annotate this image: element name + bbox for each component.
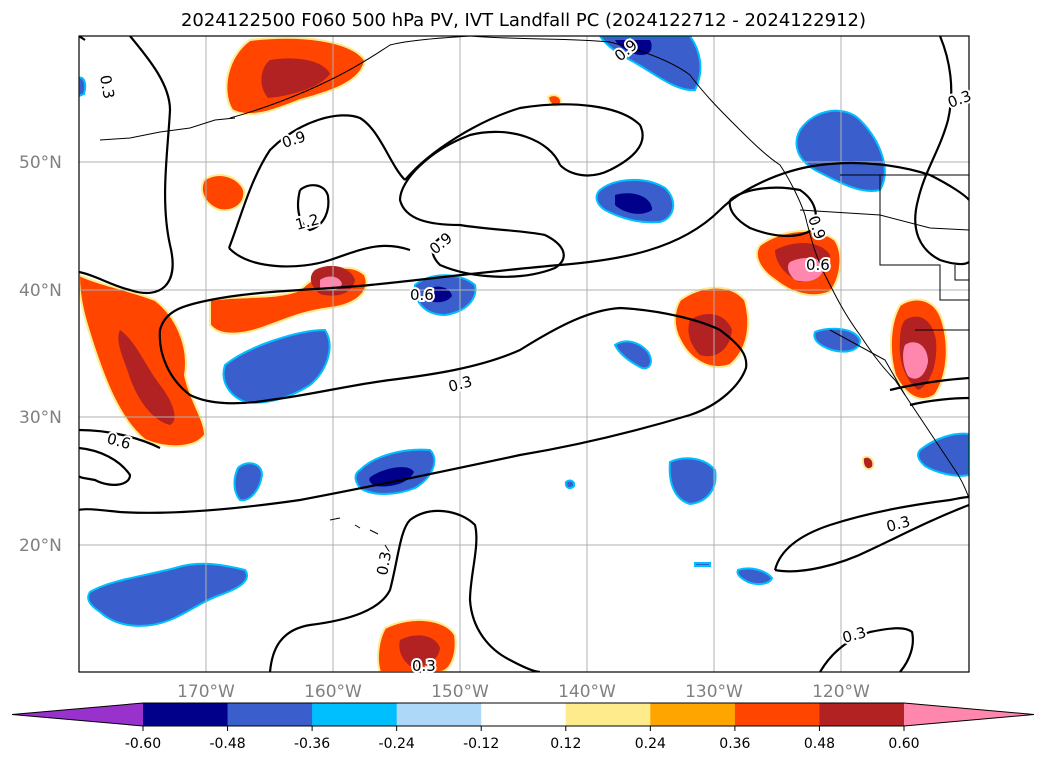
lon-label-130w: 130°W: [685, 682, 743, 702]
colorbar-tick-label: 0.24: [635, 736, 666, 752]
colorbar-segment: [565, 703, 651, 726]
colorbar-tick-label: 0.48: [804, 736, 835, 752]
map-frame: [78, 35, 970, 673]
pv-contours: [79, 36, 969, 672]
colorbar-tick-label: -0.24: [379, 736, 415, 752]
map-title: 2024122500 F060 500 hPa PV, IVT Landfall…: [180, 10, 867, 31]
colorbar-extend-high: [904, 703, 1034, 726]
lon-label-140w: 140°W: [558, 682, 616, 702]
colorbar-segment: [819, 703, 905, 726]
colorbar-tick-label: 0.36: [719, 736, 750, 752]
lat-label-50n: 50°N: [19, 153, 62, 173]
contour-label: 0.6: [806, 256, 830, 274]
colorbar-segment: [227, 703, 313, 726]
contour-label: 0.6: [410, 286, 434, 304]
colorbar: -0.60 -0.48 -0.36 -0.24 -0.12 0.12 0.24 0.36 0.4…: [11, 702, 1035, 752]
colorbar-segment: [312, 703, 398, 726]
contour-labels: 0.3 0.9 1.2 0.9 0.6 0.9 0.6 0.3 0.6 0.3 …: [94, 34, 976, 677]
coastlines: [99, 36, 969, 557]
colorbar-tick-label: -0.60: [125, 736, 161, 752]
lat-label-30n: 30°N: [19, 408, 62, 428]
colorbar-tick-label: 0.60: [888, 736, 919, 752]
colorbar-extend-low: [12, 703, 143, 726]
latitude-labels: 50°N 40°N 30°N 20°N: [19, 153, 62, 556]
colorbar-tick-label: -0.48: [209, 736, 245, 752]
negative-anomaly-north: [598, 36, 702, 92]
longitude-labels: 170°W 160°W 150°W 140°W 130°W 120°W: [177, 682, 870, 702]
lat-label-40n: 40°N: [19, 281, 62, 301]
colorbar-tick-label: 0.12: [550, 736, 581, 752]
colorbar-segment: [143, 703, 229, 726]
lon-label-150w: 150°W: [431, 682, 489, 702]
colorbar-tick-label: -0.12: [463, 736, 499, 752]
colorbar-segment: [396, 703, 482, 726]
colorbar-segment: [481, 703, 567, 726]
colorbar-segment: [734, 703, 820, 726]
lon-label-120w: 120°W: [812, 682, 870, 702]
anomaly-shading: [79, 36, 969, 672]
colorbar-segment: [650, 703, 736, 726]
contour-label: 0.3: [412, 657, 436, 675]
colorbar-tick-label: -0.36: [294, 736, 330, 752]
lon-label-170w: 170°W: [177, 682, 235, 702]
lon-label-160w: 160°W: [304, 682, 362, 702]
graticule: [79, 36, 969, 672]
lat-label-20n: 20°N: [19, 536, 62, 556]
